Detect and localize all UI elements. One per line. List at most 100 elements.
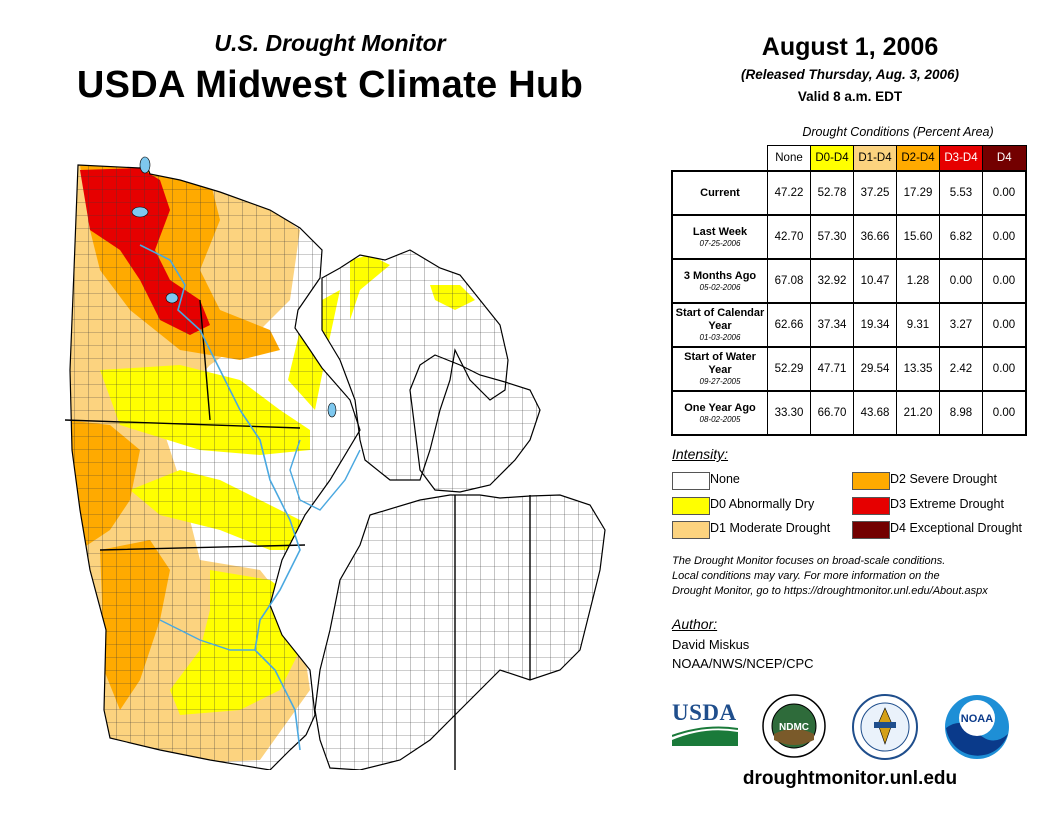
table-cell: 0.00	[982, 170, 1027, 216]
table-cell: 0.00	[982, 390, 1027, 436]
table-cell: 3.27	[939, 302, 983, 348]
table-cell: 0.00	[982, 214, 1027, 260]
legend-label: D3 Extreme Drought	[890, 497, 1004, 511]
nws-logo	[852, 694, 918, 765]
table-cell: 37.25	[853, 170, 897, 216]
table-cell: 15.60	[896, 214, 940, 260]
nws-seal-icon	[852, 694, 918, 760]
row-label: Start of Calendar Year 01-03-2006	[671, 302, 768, 348]
table-cell: 8.98	[939, 390, 983, 436]
column-header: D3-D4	[939, 145, 983, 172]
table-row: Last Week 07-25-2006 42.70 57.30 36.66 15.60 6…	[671, 214, 1027, 260]
table-cell: 5.53	[939, 170, 983, 216]
table-cell: 47.71	[810, 346, 854, 392]
author-org: NOAA/NWS/NCEP/CPC	[672, 656, 814, 671]
row-date: 01-03-2006	[699, 333, 741, 342]
table-row: Current 47.22 52.78 37.25 17.29 5.53 0.00	[671, 170, 1027, 216]
column-header: D4	[982, 145, 1027, 172]
usda-field-icon	[672, 726, 738, 746]
legend-label: None	[710, 472, 740, 486]
map-subtitle: U.S. Drought Monitor	[214, 30, 446, 56]
author-name: David Miskus	[672, 637, 750, 652]
legend-label: D4 Exceptional Drought	[890, 521, 1023, 535]
note-line: The Drought Monitor focuses on broad-sca…	[672, 555, 946, 567]
legend-label: D2 Severe Drought	[890, 472, 998, 486]
table-cell: 0.00	[982, 302, 1027, 348]
ndmc-seal-icon: NDMC	[762, 694, 826, 758]
valid-time: Valid 8 a.m. EDT	[797, 89, 903, 104]
map-title: USDA Midwest Climate Hub	[76, 64, 584, 106]
table-cell: 1.28	[896, 258, 940, 304]
column-header: D1-D4	[853, 145, 897, 172]
table-cell: 52.78	[810, 170, 854, 216]
release-date: (Released Thursday, Aug. 3, 2006)	[740, 67, 960, 82]
usda-logo: USDA	[672, 700, 742, 752]
legend-swatch	[852, 472, 890, 490]
table-row: Start of Water Year 09-27-2005 52.29 47.71 2…	[671, 346, 1027, 392]
row-label: 3 Months Ago 05-02-2006	[671, 258, 768, 304]
column-header: D0-D4	[810, 145, 854, 172]
legend-title: Intensity:	[672, 446, 729, 462]
row-label-text: One Year Ago	[684, 401, 756, 414]
table-cell: 62.66	[767, 302, 811, 348]
table-cell: 0.00	[982, 258, 1027, 304]
row-label: Last Week 07-25-2006	[671, 214, 768, 260]
table-cell: 19.34	[853, 302, 897, 348]
table-header-row: None D0-D4 D1-D4 D2-D4 D3-D4 D4	[672, 145, 1027, 172]
row-label-text: Last Week	[692, 225, 748, 238]
table-cell: 67.08	[767, 258, 811, 304]
table-row: One Year Ago 08-02-2005 33.30 66.70 43.68 21.…	[671, 390, 1027, 436]
row-label: Current	[671, 170, 768, 216]
disclaimer-note: The Drought Monitor focuses on broad-sca…	[672, 554, 1042, 599]
note-line: Local conditions may vary. For more info…	[672, 570, 940, 582]
noaa-logo: NOAA	[944, 694, 1010, 765]
table-cell: 52.29	[767, 346, 811, 392]
table-row: Start of Calendar Year 01-03-2006 62.66 37.…	[671, 302, 1027, 348]
noaa-logo-text: NOAA	[961, 713, 993, 725]
row-label: Start of Water Year 09-27-2005	[671, 346, 768, 392]
row-label-text: 3 Months Ago	[683, 269, 757, 282]
table-cell: 66.70	[810, 390, 854, 436]
ndmc-logo: NDMC	[762, 694, 826, 763]
table-cell: 9.31	[896, 302, 940, 348]
row-label-text: Start of Water Year	[684, 351, 756, 376]
row-date: 07-25-2006	[699, 238, 741, 248]
table-cell: 6.82	[939, 214, 983, 260]
table-cell: 32.92	[810, 258, 854, 304]
row-label: One Year Ago 08-02-2005	[671, 390, 768, 436]
column-header: None	[767, 145, 811, 172]
noaa-seal-icon: NOAA	[945, 695, 1009, 759]
table-cell: 57.30	[810, 214, 854, 260]
legend-swatch	[672, 521, 710, 539]
table-cell: 47.22	[767, 170, 811, 216]
table-row: 3 Months Ago 05-02-2006 67.08 32.92 10.47 1.2…	[671, 258, 1027, 304]
row-date: 08-02-2005	[699, 414, 741, 424]
author-title: Author:	[672, 616, 718, 632]
table-corner	[672, 145, 768, 172]
table-cell: 29.54	[853, 346, 897, 392]
table-cell: 13.35	[896, 346, 940, 392]
row-label-text: Start of Calendar Year	[675, 307, 765, 332]
drought-map	[64, 156, 606, 770]
table-cell: 33.30	[767, 390, 811, 436]
legend-swatch	[852, 521, 890, 539]
column-header: D2-D4	[896, 145, 940, 172]
map-date: August 1, 2006	[761, 33, 939, 61]
table-cell: 37.34	[810, 302, 854, 348]
table-cell: 43.68	[853, 390, 897, 436]
table-cell: 2.42	[939, 346, 983, 392]
legend-swatch	[852, 497, 890, 515]
drought-stats-table: None D0-D4 D1-D4 D2-D4 D3-D4 D4 Current 47.22 5…	[671, 145, 1027, 436]
conditions-title: Drought Conditions (Percent Area)	[802, 125, 994, 139]
website-link[interactable]: droughtmonitor.unl.edu	[742, 768, 958, 789]
legend-swatch	[672, 472, 710, 490]
legend-swatch	[672, 497, 710, 515]
table-cell: 21.20	[896, 390, 940, 436]
row-date: 09-27-2005	[699, 377, 741, 386]
ndmc-logo-text: NDMC	[779, 722, 809, 733]
table-cell: 17.29	[896, 170, 940, 216]
legend-label: D1 Moderate Drought	[710, 521, 831, 535]
usda-logo-text: USDA	[672, 700, 737, 725]
legend-label: D0 Abnormally Dry	[710, 497, 815, 511]
row-label-text: Current	[700, 186, 740, 199]
